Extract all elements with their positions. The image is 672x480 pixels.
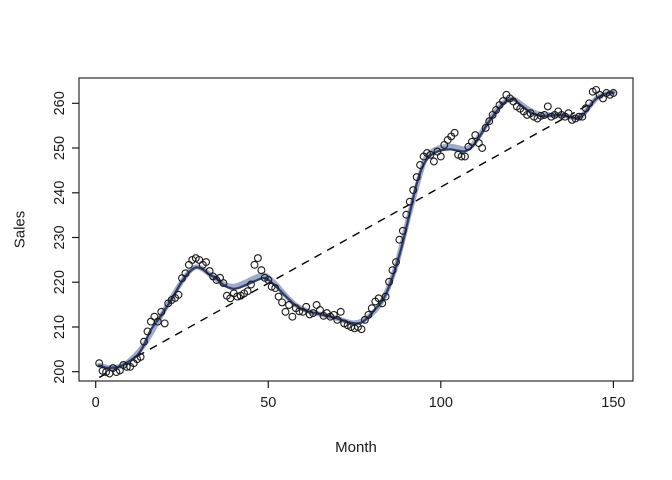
data-point [181, 269, 190, 278]
y-tick-label: 220 [52, 270, 68, 294]
data-point [264, 276, 273, 284]
data-point [405, 197, 414, 206]
data-point [253, 254, 262, 263]
data-point [271, 284, 280, 293]
data-point [385, 277, 394, 286]
data-point [122, 362, 131, 371]
data-point [436, 152, 445, 161]
y-tick-label: 240 [52, 181, 68, 205]
data-point [174, 290, 183, 299]
data-point [316, 306, 324, 314]
data-point [461, 152, 469, 161]
data-point [367, 304, 376, 313]
data-point [364, 310, 373, 319]
data-point [457, 152, 466, 161]
data-point [543, 102, 552, 111]
y-axis-title: Sales [12, 211, 29, 249]
data-point [564, 109, 573, 118]
data-point [450, 128, 459, 137]
data-point [219, 279, 228, 288]
data-point [392, 258, 400, 267]
data-point [136, 352, 145, 361]
data-point [98, 366, 107, 375]
data-point [184, 260, 193, 269]
y-tick-label: 250 [52, 136, 68, 160]
y-tick-label: 210 [52, 315, 68, 339]
x-tick-label: 0 [92, 395, 100, 411]
data-point [333, 315, 342, 324]
data-point [536, 111, 545, 120]
data-point [378, 299, 387, 308]
data-point [395, 235, 404, 244]
data-point [295, 307, 304, 316]
data-point [481, 123, 490, 132]
data-point [471, 131, 480, 140]
data-point [398, 226, 407, 235]
data-point [412, 173, 421, 182]
data-point [250, 260, 259, 269]
data-point [150, 312, 159, 321]
data-point [499, 97, 507, 106]
data-point [160, 319, 169, 328]
data-point [388, 266, 397, 275]
data-point [574, 112, 583, 121]
data-point [416, 161, 425, 169]
data-point [336, 307, 345, 316]
data-point [585, 99, 594, 108]
dashed-linear-trend [98, 90, 614, 379]
data-point [278, 298, 287, 307]
data-point [157, 307, 166, 316]
data-point [233, 292, 242, 301]
data-point [140, 337, 148, 346]
data-point [267, 282, 276, 291]
x-tick-label: 100 [429, 395, 453, 411]
data-point [288, 312, 297, 321]
data-point [409, 186, 418, 195]
dark-smooth [98, 91, 615, 370]
x-tick-label: 50 [260, 395, 276, 411]
data-point [357, 325, 366, 334]
data-point [426, 150, 435, 159]
data-point [429, 157, 438, 166]
x-tick-label: 150 [601, 395, 625, 411]
data-point [478, 144, 487, 152]
data-point [247, 280, 255, 289]
data-point [95, 359, 104, 368]
y-tick-label: 260 [52, 91, 68, 115]
data-point [281, 307, 290, 316]
y-tick-label: 230 [52, 225, 68, 249]
data-point [309, 309, 318, 318]
data-point [143, 327, 152, 336]
y-tick-label: 200 [52, 360, 68, 384]
data-point [312, 301, 321, 309]
data-point [202, 258, 211, 267]
data-point [146, 317, 155, 326]
data-point [578, 112, 587, 121]
data-point [381, 292, 390, 301]
data-point [599, 94, 607, 103]
data-point [402, 210, 411, 219]
x-axis-title: Month [335, 439, 377, 456]
data-point [302, 302, 311, 311]
data-point [243, 287, 252, 296]
data-point [305, 310, 314, 319]
data-point [609, 89, 618, 97]
data-point [285, 301, 293, 309]
data-point [257, 266, 266, 275]
data-point [274, 292, 283, 301]
plot-border [78, 77, 634, 382]
data-point [485, 117, 494, 126]
